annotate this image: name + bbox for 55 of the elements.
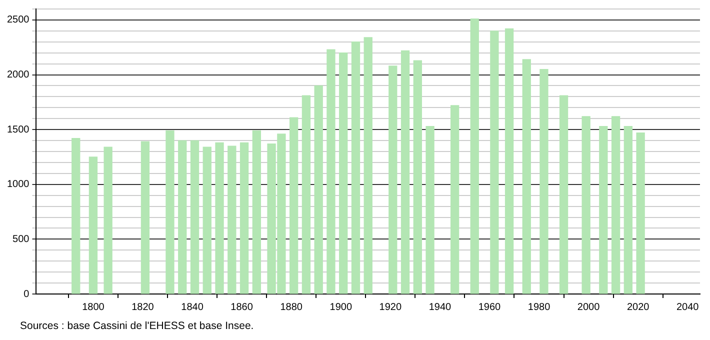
bar (450, 105, 460, 294)
x-tick-label: 1920 (379, 302, 402, 313)
bar (289, 117, 298, 294)
bar (540, 68, 548, 294)
y-tick-label: 2500 (6, 14, 30, 26)
x-tick-label: 1840 (181, 302, 204, 313)
x-tick-label: 1980 (528, 302, 551, 313)
bar (400, 50, 410, 294)
bar (72, 138, 80, 294)
bar (228, 146, 236, 294)
y-tick-label: 1000 (6, 179, 30, 190)
bar (178, 140, 187, 294)
bar (388, 66, 398, 294)
x-tick-label: 1940 (428, 302, 452, 313)
bar (326, 49, 336, 294)
bar (104, 146, 112, 294)
bar (215, 142, 224, 294)
x-tick-label: 1820 (132, 302, 154, 313)
x-tick-label: 1900 (330, 302, 352, 313)
bar (582, 116, 590, 294)
bar (490, 30, 499, 294)
bar (504, 28, 514, 294)
bar (599, 126, 608, 294)
x-tick-label: 2020 (626, 302, 650, 313)
bar (364, 37, 372, 294)
x-tick-label: 1800 (82, 302, 105, 313)
bar (624, 126, 633, 294)
bar (636, 132, 645, 294)
bar (202, 146, 212, 294)
source-note: Sources : base Cassini de l'EHESS et base Insee. (20, 320, 254, 332)
bar (190, 140, 200, 294)
bar (611, 116, 620, 294)
y-tick-label: 2000 (6, 70, 30, 81)
bar (140, 141, 150, 294)
bar (413, 60, 422, 294)
x-tick-label: 1880 (280, 302, 303, 313)
x-tick-label: 1860 (230, 302, 254, 313)
bar (559, 95, 568, 294)
y-tick-label: 0 (24, 288, 30, 300)
bar (339, 52, 348, 294)
bar (470, 18, 479, 294)
x-tick-label: 1960 (478, 302, 502, 313)
bar (88, 156, 98, 294)
x-tick-label: 2040 (676, 302, 700, 313)
y-tick-label: 1500 (6, 124, 30, 136)
bar (522, 59, 531, 294)
bar (302, 95, 311, 294)
bar (351, 42, 360, 294)
bar (252, 130, 261, 294)
bar (166, 130, 174, 294)
bar (314, 85, 323, 294)
bar (426, 126, 434, 294)
x-tick-label: 2000 (577, 302, 600, 313)
y-tick-label: 500 (12, 234, 30, 245)
bar (240, 142, 249, 294)
